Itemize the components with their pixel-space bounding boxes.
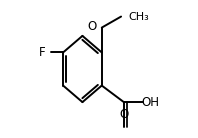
Text: O: O [119, 108, 129, 121]
Text: CH₃: CH₃ [128, 12, 149, 22]
Text: F: F [39, 46, 46, 59]
Text: OH: OH [142, 96, 160, 109]
Text: O: O [87, 20, 96, 33]
